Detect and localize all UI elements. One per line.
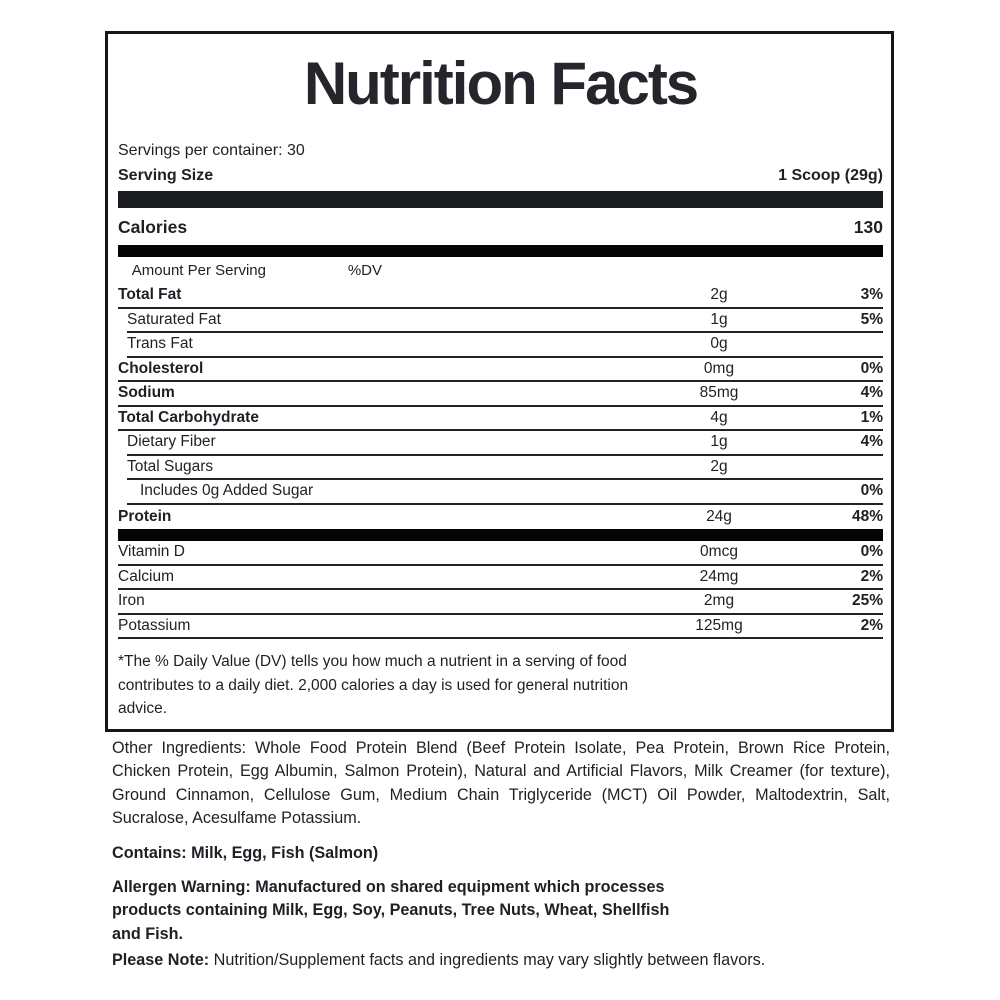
divider-bar-thick — [118, 191, 883, 208]
column-header-row: Amount Per Serving %DV — [118, 257, 883, 284]
calories-label: Calories — [118, 217, 188, 237]
calories-value: 130 — [853, 217, 883, 237]
servings-per-container: Servings per container: 30 — [118, 142, 305, 159]
row-sodium: Sodium 85mg 4% — [118, 382, 883, 407]
serving-size-row: Serving Size 1 Scoop (29g) — [118, 167, 883, 185]
please-note-line: Please Note: Nutrition/Supplement facts … — [112, 949, 890, 973]
percent-dv-header: %DV — [347, 262, 382, 279]
please-note-text: Nutrition/Supplement facts and ingredien… — [209, 951, 766, 970]
row-saturated-fat: Saturated Fat 1g 5% — [127, 309, 883, 333]
nutrition-facts-panel: Nutrition Facts Servings per container: … — [105, 31, 894, 732]
row-potassium: Potassium 125mg 2% — [118, 615, 883, 639]
contains-statement: Contains: Milk, Egg, Fish (Salmon) — [112, 843, 379, 862]
divider-bar — [118, 529, 883, 541]
row-cholesterol: Cholesterol 0mg 0% — [118, 358, 883, 382]
row-dietary-fiber: Dietary Fiber 1g 4% — [127, 431, 883, 456]
amount-per-serving-header: Amount Per Serving — [131, 262, 266, 279]
serving-size-value: 1 Scoop (29g) — [778, 167, 883, 184]
calories-row: Calories 130 — [118, 208, 883, 245]
serving-size-label: Serving Size — [118, 167, 214, 184]
daily-value-footnote: *The % Daily Value (DV) tells you how mu… — [118, 653, 629, 717]
divider-bar — [118, 245, 883, 257]
row-calcium: Calcium 24mg 2% — [118, 566, 883, 590]
row-protein: Protein 24g 48% — [118, 507, 883, 525]
row-trans-fat: Trans Fat 0g — [127, 333, 883, 358]
row-added-sugar: Includes 0g Added Sugar 0% — [127, 480, 883, 505]
row-iron: Iron 2mg 25% — [118, 590, 883, 615]
row-total-fat: Total Fat 2g 3% — [118, 284, 883, 309]
panel-title: Nutrition Facts — [303, 50, 699, 117]
please-note-label: Please Note: — [112, 951, 210, 970]
row-total-sugars: Total Sugars 2g — [127, 456, 883, 480]
row-total-carbohydrate: Total Carbohydrate 4g 1% — [118, 407, 883, 431]
other-ingredients-text: Other Ingredients: Whole Food Protein Bl… — [112, 739, 890, 828]
below-panel-section: Other Ingredients: Whole Food Protein Bl… — [112, 737, 890, 973]
row-vitamin-d: Vitamin D 0mcg 0% — [118, 541, 883, 566]
allergen-warning: Allergen Warning: Manufactured on shared… — [112, 877, 670, 943]
